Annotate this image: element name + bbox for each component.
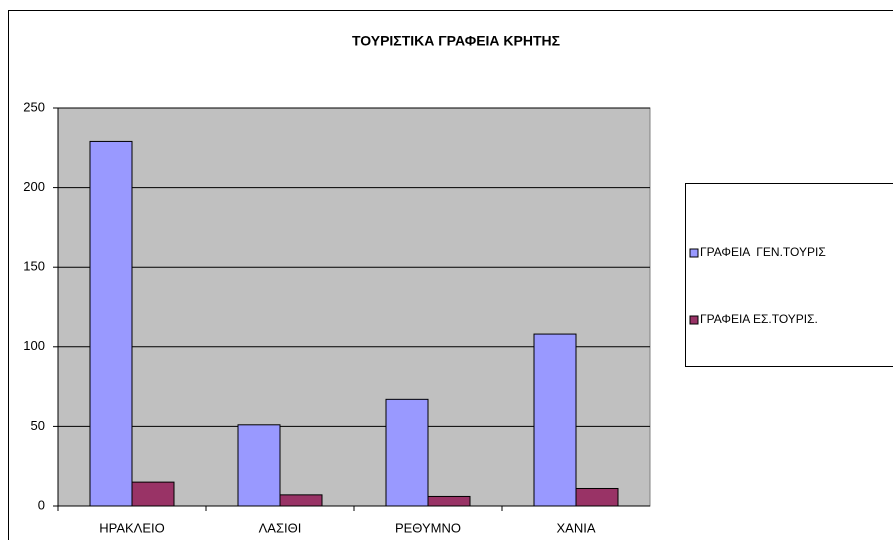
legend-label: ΓΡΑΦΕΙΑ ΕΣ.ΤΟΥΡΙΣ. [700,312,818,326]
bar [237,424,281,507]
legend-label: ΓΡΑΦΕΙΑ ΓΕΝ.ΤΟΥΡΙΣ [700,245,826,259]
legend-swatch [689,315,699,325]
y-tick-label: 150 [23,259,45,274]
bar [427,495,471,507]
bar [89,140,133,507]
bar [279,494,323,507]
legend-swatch [689,248,699,258]
bar [575,487,619,507]
legend-box [685,183,893,367]
y-tick-label: 100 [23,338,45,353]
bar [533,333,577,507]
x-tick-label: ΡΕΘΥΜΝΟ [395,520,461,535]
x-tick-label: ΗΡΑΚΛΕΙΟ [99,520,165,535]
y-tick-label: 200 [23,179,45,194]
bar [385,398,429,507]
x-tick-label: ΧΑΝΙΑ [556,520,595,535]
chart-title: ΤΟΥΡΙΣΤΙΚΑ ΓΡΑΦΕΙΑ ΚΡΗΤΗΣ [352,33,560,49]
y-tick-label: 50 [31,418,45,433]
y-tick-label: 250 [23,99,45,114]
x-tick-label: ΛΑΣΙΘΙ [259,520,302,535]
y-tick-label: 0 [38,497,45,512]
bar [131,481,175,507]
